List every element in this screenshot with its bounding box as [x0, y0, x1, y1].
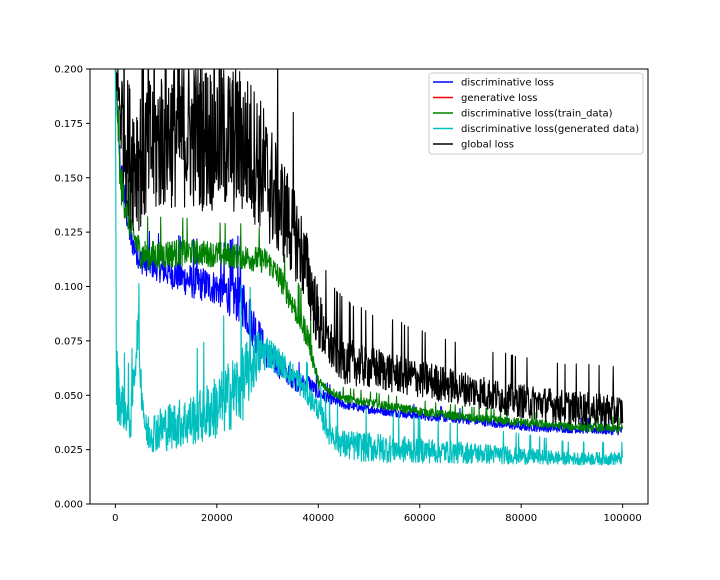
series-layer — [114, 69, 624, 466]
y-tick-label: 0.025 — [54, 445, 83, 456]
x-tick-label: 0 — [112, 513, 118, 524]
x-tick-label: 40000 — [302, 513, 334, 524]
y-tick-label: 0.125 — [54, 228, 83, 239]
legend-box — [428, 72, 644, 155]
y-tick-label: 0.100 — [54, 282, 83, 293]
legend-label-discriminative-loss-generated-data: discriminative loss(generated data) — [461, 124, 639, 135]
series-line-global-loss — [114, 69, 624, 430]
y-tick-label: 0.050 — [54, 391, 83, 402]
x-tick-label: 20000 — [201, 513, 233, 524]
y-axis: 0.000 0.025 0.050 0.075 0.100 0.125 0.150 0.175… — [54, 65, 90, 511]
legend: discriminative loss generative loss discri… — [428, 72, 644, 155]
legend-label-generative-loss: generative loss — [461, 93, 538, 104]
y-tick-label: 0.200 — [54, 65, 83, 76]
series-line-discriminative-loss-train-data — [114, 69, 624, 433]
y-tick-label: 0.175 — [54, 119, 83, 130]
y-tick-label: 0.075 — [54, 336, 83, 347]
legend-label-discriminative-loss: discriminative loss — [461, 78, 554, 89]
series-line-discriminative-loss-generated-data — [114, 69, 624, 466]
legend-label-global-loss: global loss — [461, 140, 514, 151]
x-tick-label: 60000 — [404, 513, 436, 524]
x-tick-label: 80000 — [505, 513, 537, 524]
y-tick-label: 0.150 — [54, 173, 83, 184]
x-axis: 0 20000 40000 60000 80000 100000 — [112, 504, 642, 524]
y-tick-label: 0.000 — [54, 500, 83, 511]
legend-label-discriminative-loss-train-data: discriminative loss(train_data) — [461, 109, 613, 120]
x-tick-label: 100000 — [604, 513, 642, 524]
